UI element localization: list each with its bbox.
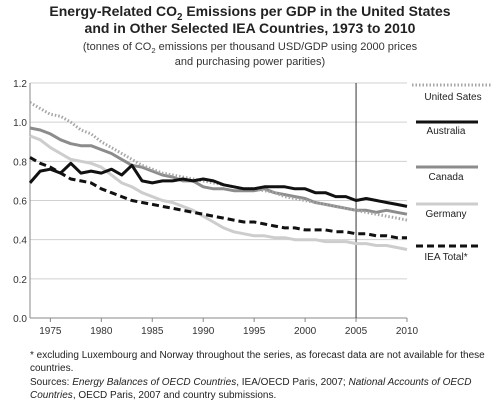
series-line-united-sates	[29, 101, 408, 222]
source-1-rest: , IEA/OECD Paris, 2007;	[236, 377, 349, 388]
x-tick-label: 1995	[243, 326, 266, 337]
x-tick-label: 2000	[294, 326, 317, 337]
footnote-note: * excluding Luxembourg and Norway throug…	[30, 350, 485, 374]
footnote-sources: Sources: Energy Balances of OECD Countri…	[30, 376, 492, 402]
axes: 0.0 0.2 0.4 0.6 0.8 1.0 1.2 1975 1980 1985 1990 199…	[13, 79, 418, 337]
title-prefix: Energy-Related CO	[49, 3, 177, 19]
chart-title-line-2: and in Other Selected IEA Countries, 197…	[84, 20, 416, 36]
title-suffix: Emissions per GDP in the United States	[182, 3, 451, 19]
y-tick-label: 0.6	[13, 197, 27, 208]
series-line-germany	[29, 134, 408, 251]
x-tick-label: 1975	[39, 326, 62, 337]
legend: United Sates Australia Canada Germany IEA To…	[412, 83, 492, 263]
legend-label: Germany	[425, 209, 466, 220]
legend-label: IEA Total*	[424, 252, 467, 263]
y-tick-label: 0.8	[13, 157, 27, 168]
legend-label: Canada	[428, 172, 463, 183]
sources-label: Sources:	[30, 377, 70, 388]
y-tick-label: 1.0	[13, 118, 27, 129]
series-line-iea-total	[29, 156, 407, 240]
x-tick-label: 1985	[141, 326, 164, 337]
subtitle-suffix: emissions per thousand USD/GDP using 200…	[155, 41, 418, 53]
y-tick-label: 0.4	[13, 236, 27, 247]
chart-subtitle-line-2: and purchasing power parities)	[174, 56, 326, 68]
y-tick-label: 0.2	[13, 275, 27, 286]
series-lines	[28, 101, 408, 251]
chart-subtitle-line-1: (tonnes of CO2 emissions per thousand US…	[0, 40, 500, 58]
chart-title-line-1: Energy-Related CO2 Emissions per GDP in …	[0, 3, 500, 26]
title-subscript: 2	[177, 11, 183, 23]
subtitle-subscript: 2	[151, 46, 156, 56]
x-tick-label: 1980	[90, 326, 113, 337]
y-tick-label: 1.2	[13, 79, 27, 90]
y-tick-label: 0.0	[13, 314, 27, 325]
x-tick-label: 2010	[396, 326, 419, 337]
series-line-australia	[28, 161, 408, 208]
grid-lines	[30, 82, 407, 280]
legend-label: Australia	[427, 126, 466, 137]
source-1-title: Energy Balances of OECD Countries	[72, 377, 237, 388]
subtitle-prefix: (tonnes of CO	[82, 41, 152, 53]
source-2-title: National Accounts of OECD Countries	[30, 377, 472, 401]
x-tick-label: 1990	[192, 326, 215, 337]
x-tick-label: 2005	[345, 326, 368, 337]
legend-label: United Sates	[424, 92, 481, 103]
source-2-rest: , OECD Paris, 2007 and country submissio…	[72, 390, 277, 401]
